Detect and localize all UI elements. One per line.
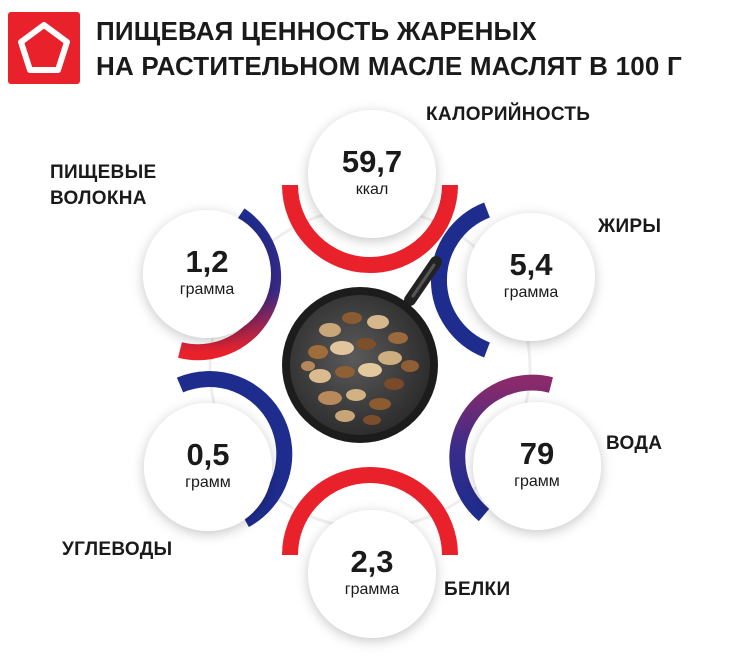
title-line-2: НА РАСТИТЕЛЬНОМ МАСЛЕ МАСЛЯТ В 100 Г [96, 51, 682, 81]
carbs-circle [144, 403, 272, 531]
fats-label: ЖИРЫ [598, 216, 662, 237]
title-line-1: ПИЩЕВАЯ ЦЕННОСТЬ ЖАРЕНЫХ [96, 16, 537, 46]
fats-arc [430, 202, 491, 358]
calories-unit: ккал [355, 181, 389, 198]
page-title: ПИЩЕВАЯ ЦЕННОСТЬ ЖАРЕНЫХ НА РАСТИТЕЛЬНОМ… [96, 14, 736, 84]
carbs-arc [176, 371, 293, 528]
frying-pan-icon [282, 256, 442, 443]
carbs-unit: грамм [185, 474, 231, 491]
fiber-unit: грамма [179, 281, 235, 298]
pentagon-logo-icon [18, 22, 70, 73]
fiber-arc [178, 208, 282, 361]
carbs-node: 0,5 грамм [143, 402, 273, 532]
proteins-circle [308, 510, 436, 638]
proteins-value: 2,3 [350, 544, 394, 579]
brand-logo [8, 12, 80, 84]
water-arc [449, 374, 553, 522]
water-node: 79 грамм [472, 401, 602, 531]
carbs-label: УГЛЕВОДЫ [62, 539, 173, 560]
calories-arc [282, 184, 458, 273]
water-value: 79 [519, 436, 555, 471]
fats-value: 5,4 [509, 247, 553, 282]
proteins-unit: грамма [344, 581, 400, 598]
fats-node: 5,4 грамма [466, 212, 596, 342]
fats-circle [467, 213, 595, 341]
proteins-label: БЕЛКИ [444, 579, 511, 600]
water-label: ВОДА [606, 433, 663, 454]
fiber-label: ПИЩЕВЫЕ ВОЛОКНА [50, 160, 156, 212]
proteins-arc [282, 467, 458, 556]
fiber-node: 1,2 грамма [142, 209, 272, 339]
fats-unit: грамма [503, 284, 559, 301]
calories-circle [308, 110, 436, 238]
water-unit: грамм [514, 473, 560, 490]
fiber-circle [143, 210, 271, 338]
fiber-label-line-1: ПИЩЕВЫЕ [50, 162, 157, 183]
calories-label: КАЛОРИЙНОСТЬ [426, 104, 591, 125]
calories-value: 59,7 [341, 144, 403, 179]
proteins-node: 2,3 грамма [307, 509, 437, 639]
water-circle [473, 402, 601, 530]
calories-node: 59,7 ккал [307, 109, 437, 239]
mushrooms-icon [301, 312, 419, 425]
fiber-value: 1,2 [185, 244, 229, 279]
fiber-label-line-2: ВОЛОКНА [50, 188, 147, 209]
carbs-value: 0,5 [186, 437, 230, 472]
